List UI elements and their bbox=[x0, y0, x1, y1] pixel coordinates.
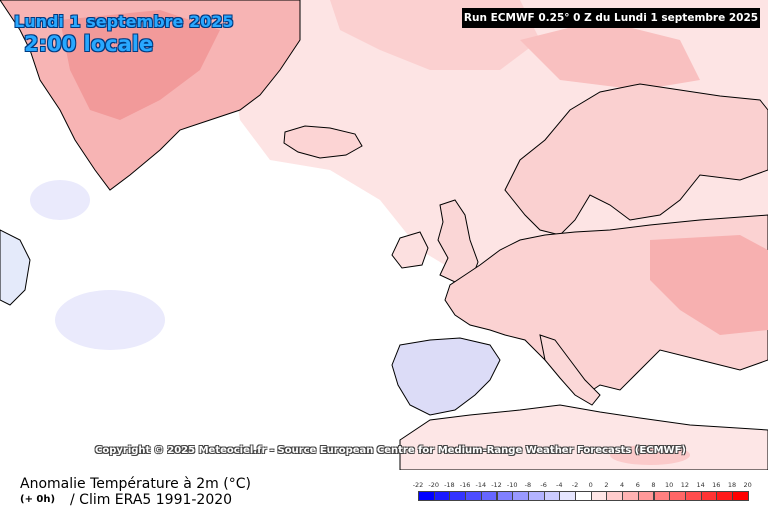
date-label: Lundi 1 septembre 2025 bbox=[14, 12, 234, 31]
cool-anomaly-patch bbox=[55, 290, 165, 350]
warm-anomaly-patch bbox=[610, 445, 690, 465]
legend-color-swatch bbox=[653, 491, 671, 501]
labrador-coast bbox=[0, 229, 31, 306]
footer-legend: Anomalie Température à 2m (°C) (+ 0h) / … bbox=[0, 470, 768, 512]
legend-tick-label: -14 bbox=[475, 481, 487, 489]
legend-color-swatch bbox=[465, 491, 482, 501]
legend-color-swatch bbox=[700, 491, 718, 501]
legend-tick-label: -18 bbox=[444, 481, 455, 489]
legend-tick-label: -22 bbox=[412, 481, 424, 489]
legend-color-swatch bbox=[496, 491, 514, 501]
legend-color-swatch bbox=[716, 491, 733, 501]
local-time-label: 2:00 locale bbox=[24, 32, 154, 56]
iceland bbox=[283, 125, 363, 159]
legend-tick-label: 20 bbox=[743, 481, 752, 489]
legend-tick-label: 0 bbox=[588, 481, 593, 489]
legend-tick-label: 4 bbox=[620, 481, 625, 489]
legend-color-swatch bbox=[433, 491, 451, 501]
legend-tick-label: 12 bbox=[680, 481, 690, 489]
legend-color-swatch bbox=[449, 491, 467, 501]
temperature-anomaly-map bbox=[0, 0, 768, 470]
legend-color-swatch bbox=[622, 491, 639, 501]
legend-tick-label: 16 bbox=[712, 481, 721, 489]
legend-color-swatch bbox=[418, 491, 435, 501]
legend-tick-label: 14 bbox=[696, 481, 705, 489]
legend-tick-label: 2 bbox=[604, 481, 609, 489]
legend-color-swatch bbox=[732, 491, 749, 501]
legend-tick-label: 10 bbox=[665, 481, 674, 489]
legend-tick-label: -12 bbox=[491, 481, 502, 489]
legend-tick-label: -6 bbox=[540, 481, 547, 489]
legend-color-swatch bbox=[527, 491, 545, 501]
legend-color-swatch bbox=[637, 491, 655, 501]
legend-tick-label: 18 bbox=[727, 481, 737, 489]
scandinavia bbox=[504, 83, 768, 236]
variable-title: Anomalie Température à 2m (°C) bbox=[20, 476, 251, 492]
legend-tick-label: -16 bbox=[459, 481, 471, 489]
legend-tick-label: -10 bbox=[506, 481, 518, 489]
legend-color-swatch bbox=[480, 491, 498, 501]
legend-color-swatch bbox=[575, 491, 592, 501]
legend-color-swatch bbox=[669, 491, 686, 501]
legend-tick-label: -4 bbox=[556, 481, 563, 489]
legend-tick-label: -2 bbox=[571, 481, 579, 489]
ireland bbox=[391, 231, 429, 269]
legend-tick-label: -20 bbox=[428, 481, 439, 489]
copyright-notice: Copyright © 2025 Meteociel.fr - Source E… bbox=[95, 445, 686, 456]
legend-tick-label: 6 bbox=[635, 481, 640, 489]
legend-color-swatch bbox=[590, 491, 608, 501]
legend-tick-label: 8 bbox=[651, 481, 656, 489]
warm-anomaly-svalbard bbox=[520, 20, 700, 90]
legend-color-swatch bbox=[543, 491, 561, 501]
color-scale: -22 -20 -18 -16 -14 -12 -10 -8 -6 -4 -2 0 2 4 6 8 10 12 14… bbox=[413, 481, 752, 509]
legend-color-swatch bbox=[512, 491, 529, 501]
italy bbox=[539, 334, 601, 406]
legend-color-swatch bbox=[559, 491, 576, 501]
forecast-offset: (+ 0h) bbox=[20, 494, 56, 505]
legend-color-swatch bbox=[606, 491, 624, 501]
greenland-hot-core bbox=[60, 10, 220, 120]
legend-color-swatch bbox=[684, 491, 702, 501]
cool-anomaly-patch bbox=[30, 180, 90, 220]
climatology-reference: / Clim ERA5 1991-2020 bbox=[70, 492, 233, 508]
iberian-peninsula bbox=[391, 337, 501, 416]
legend-tick-label: -8 bbox=[524, 481, 532, 489]
eastern-europe-warm bbox=[650, 235, 768, 335]
model-run-banner: Run ECMWF 0.25° 0 Z du Lundi 1 septembre… bbox=[462, 8, 760, 28]
